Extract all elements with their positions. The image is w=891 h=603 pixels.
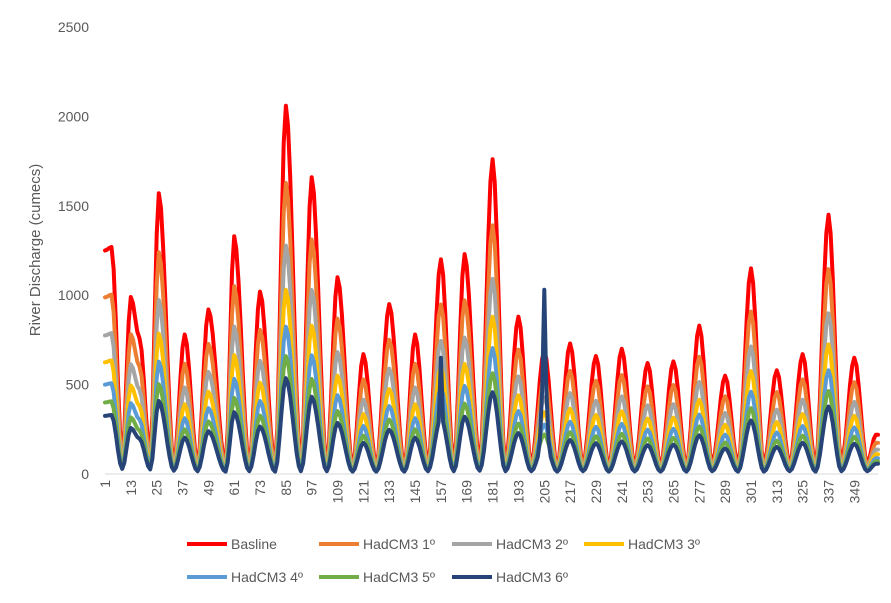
y-axis-title: River Discharge (cumecs) [27, 164, 44, 337]
x-tick-label: 73 [252, 480, 268, 496]
x-tick-label: 277 [691, 480, 707, 504]
x-tick-label: 49 [200, 480, 216, 496]
x-tick-label: 313 [769, 480, 785, 504]
y-tick-label: 0 [81, 466, 89, 482]
x-tick-label: 1 [97, 480, 113, 488]
x-tick-label: 229 [588, 480, 604, 504]
x-tick-label: 181 [485, 480, 501, 504]
x-tick-label: 85 [278, 480, 294, 496]
series-line [103, 324, 880, 473]
legend-label: HadCM3 6º [496, 569, 568, 585]
legend-label: Basline [231, 536, 277, 552]
plot-area [103, 103, 880, 474]
series-line [103, 287, 880, 472]
x-tick-label: 337 [821, 480, 837, 504]
x-tick-label: 121 [355, 480, 371, 504]
x-tick-label: 145 [407, 480, 423, 504]
series-line [103, 354, 880, 474]
legend-label: HadCM3 1º [363, 536, 435, 552]
x-tick-label: 301 [743, 480, 759, 504]
y-tick-label: 1000 [58, 287, 89, 303]
x-tick-label: 37 [175, 480, 191, 496]
x-tick-label: 25 [149, 480, 165, 496]
x-tick-label: 325 [795, 480, 811, 504]
x-tick-label: 253 [640, 480, 656, 504]
x-tick-label: 205 [536, 480, 552, 504]
series-line [103, 181, 880, 469]
x-tick-label: 13 [123, 480, 139, 496]
legend-label: HadCM3 3º [628, 536, 700, 552]
x-tick-label: 217 [562, 480, 578, 504]
x-tick-label: 61 [226, 480, 242, 496]
x-tick-label: 169 [459, 480, 475, 504]
legend-label: HadCM3 2º [496, 536, 568, 552]
x-tick-label: 109 [330, 480, 346, 504]
series-line [103, 243, 880, 471]
x-tick-label: 193 [510, 480, 526, 504]
x-tick-label: 349 [846, 480, 862, 504]
x-tick-label: 241 [614, 480, 630, 504]
series-line [103, 287, 880, 474]
series-line [103, 103, 880, 468]
y-tick-label: 2000 [58, 108, 89, 124]
y-axis: 0 500 1000 1500 2000 2500 [58, 19, 89, 482]
x-tick-label: 157 [433, 480, 449, 504]
x-tick-label: 265 [665, 480, 681, 504]
x-tick-label: 133 [381, 480, 397, 504]
legend: Basline HadCM3 1º HadCM3 2º HadCM3 3º HadCM3… [187, 536, 700, 585]
y-tick-label: 1500 [58, 198, 89, 214]
y-tick-label: 500 [66, 377, 90, 393]
x-tick-label: 289 [717, 480, 733, 504]
legend-label: HadCM3 5º [363, 569, 435, 585]
legend-label: HadCM3 4º [231, 569, 303, 585]
y-tick-label: 2500 [58, 19, 89, 35]
x-axis: 1 13 25 37 49 61 73 85 97 109 121 133 145 157 169 181 19… [97, 473, 878, 504]
x-tick-label: 97 [304, 480, 320, 496]
